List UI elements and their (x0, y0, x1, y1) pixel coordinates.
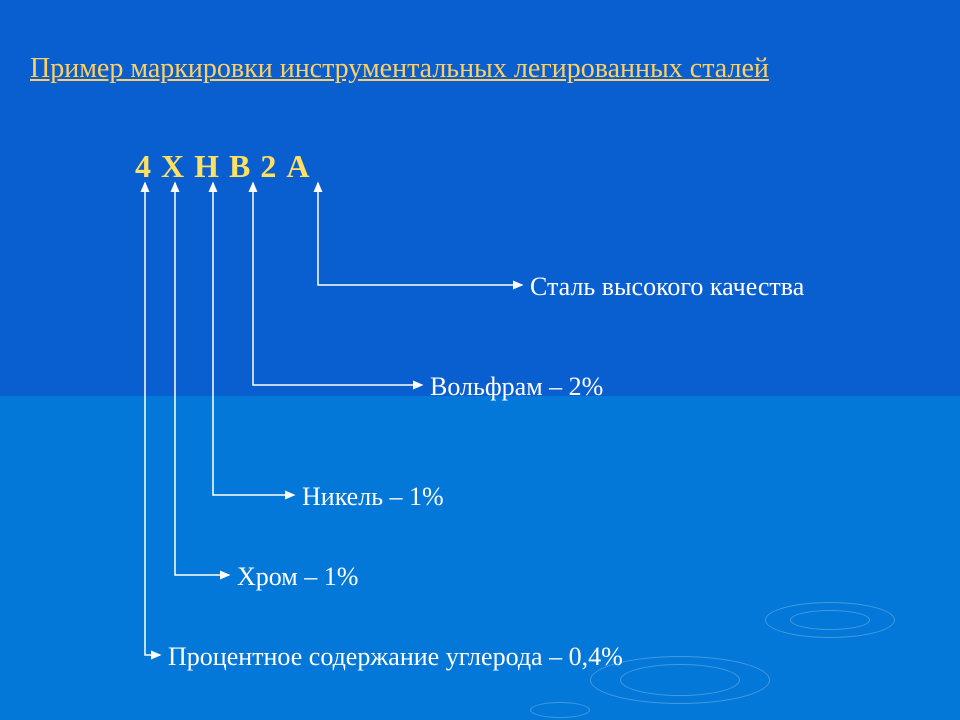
label-cr: Хром – 1% (237, 562, 358, 592)
connector-lines (0, 0, 960, 720)
connector (145, 183, 160, 655)
label-w: Вольфрам – 2% (430, 372, 603, 402)
label-c: Процентное содержание углерода – 0,4% (168, 642, 623, 672)
label-quality: Сталь высокого качества (530, 272, 804, 302)
connector (253, 183, 422, 385)
label-ni: Никель – 1% (302, 482, 444, 512)
connector (175, 183, 229, 575)
connector (318, 183, 522, 285)
slide-content: Пример маркировки инструментальных легир… (0, 0, 960, 720)
